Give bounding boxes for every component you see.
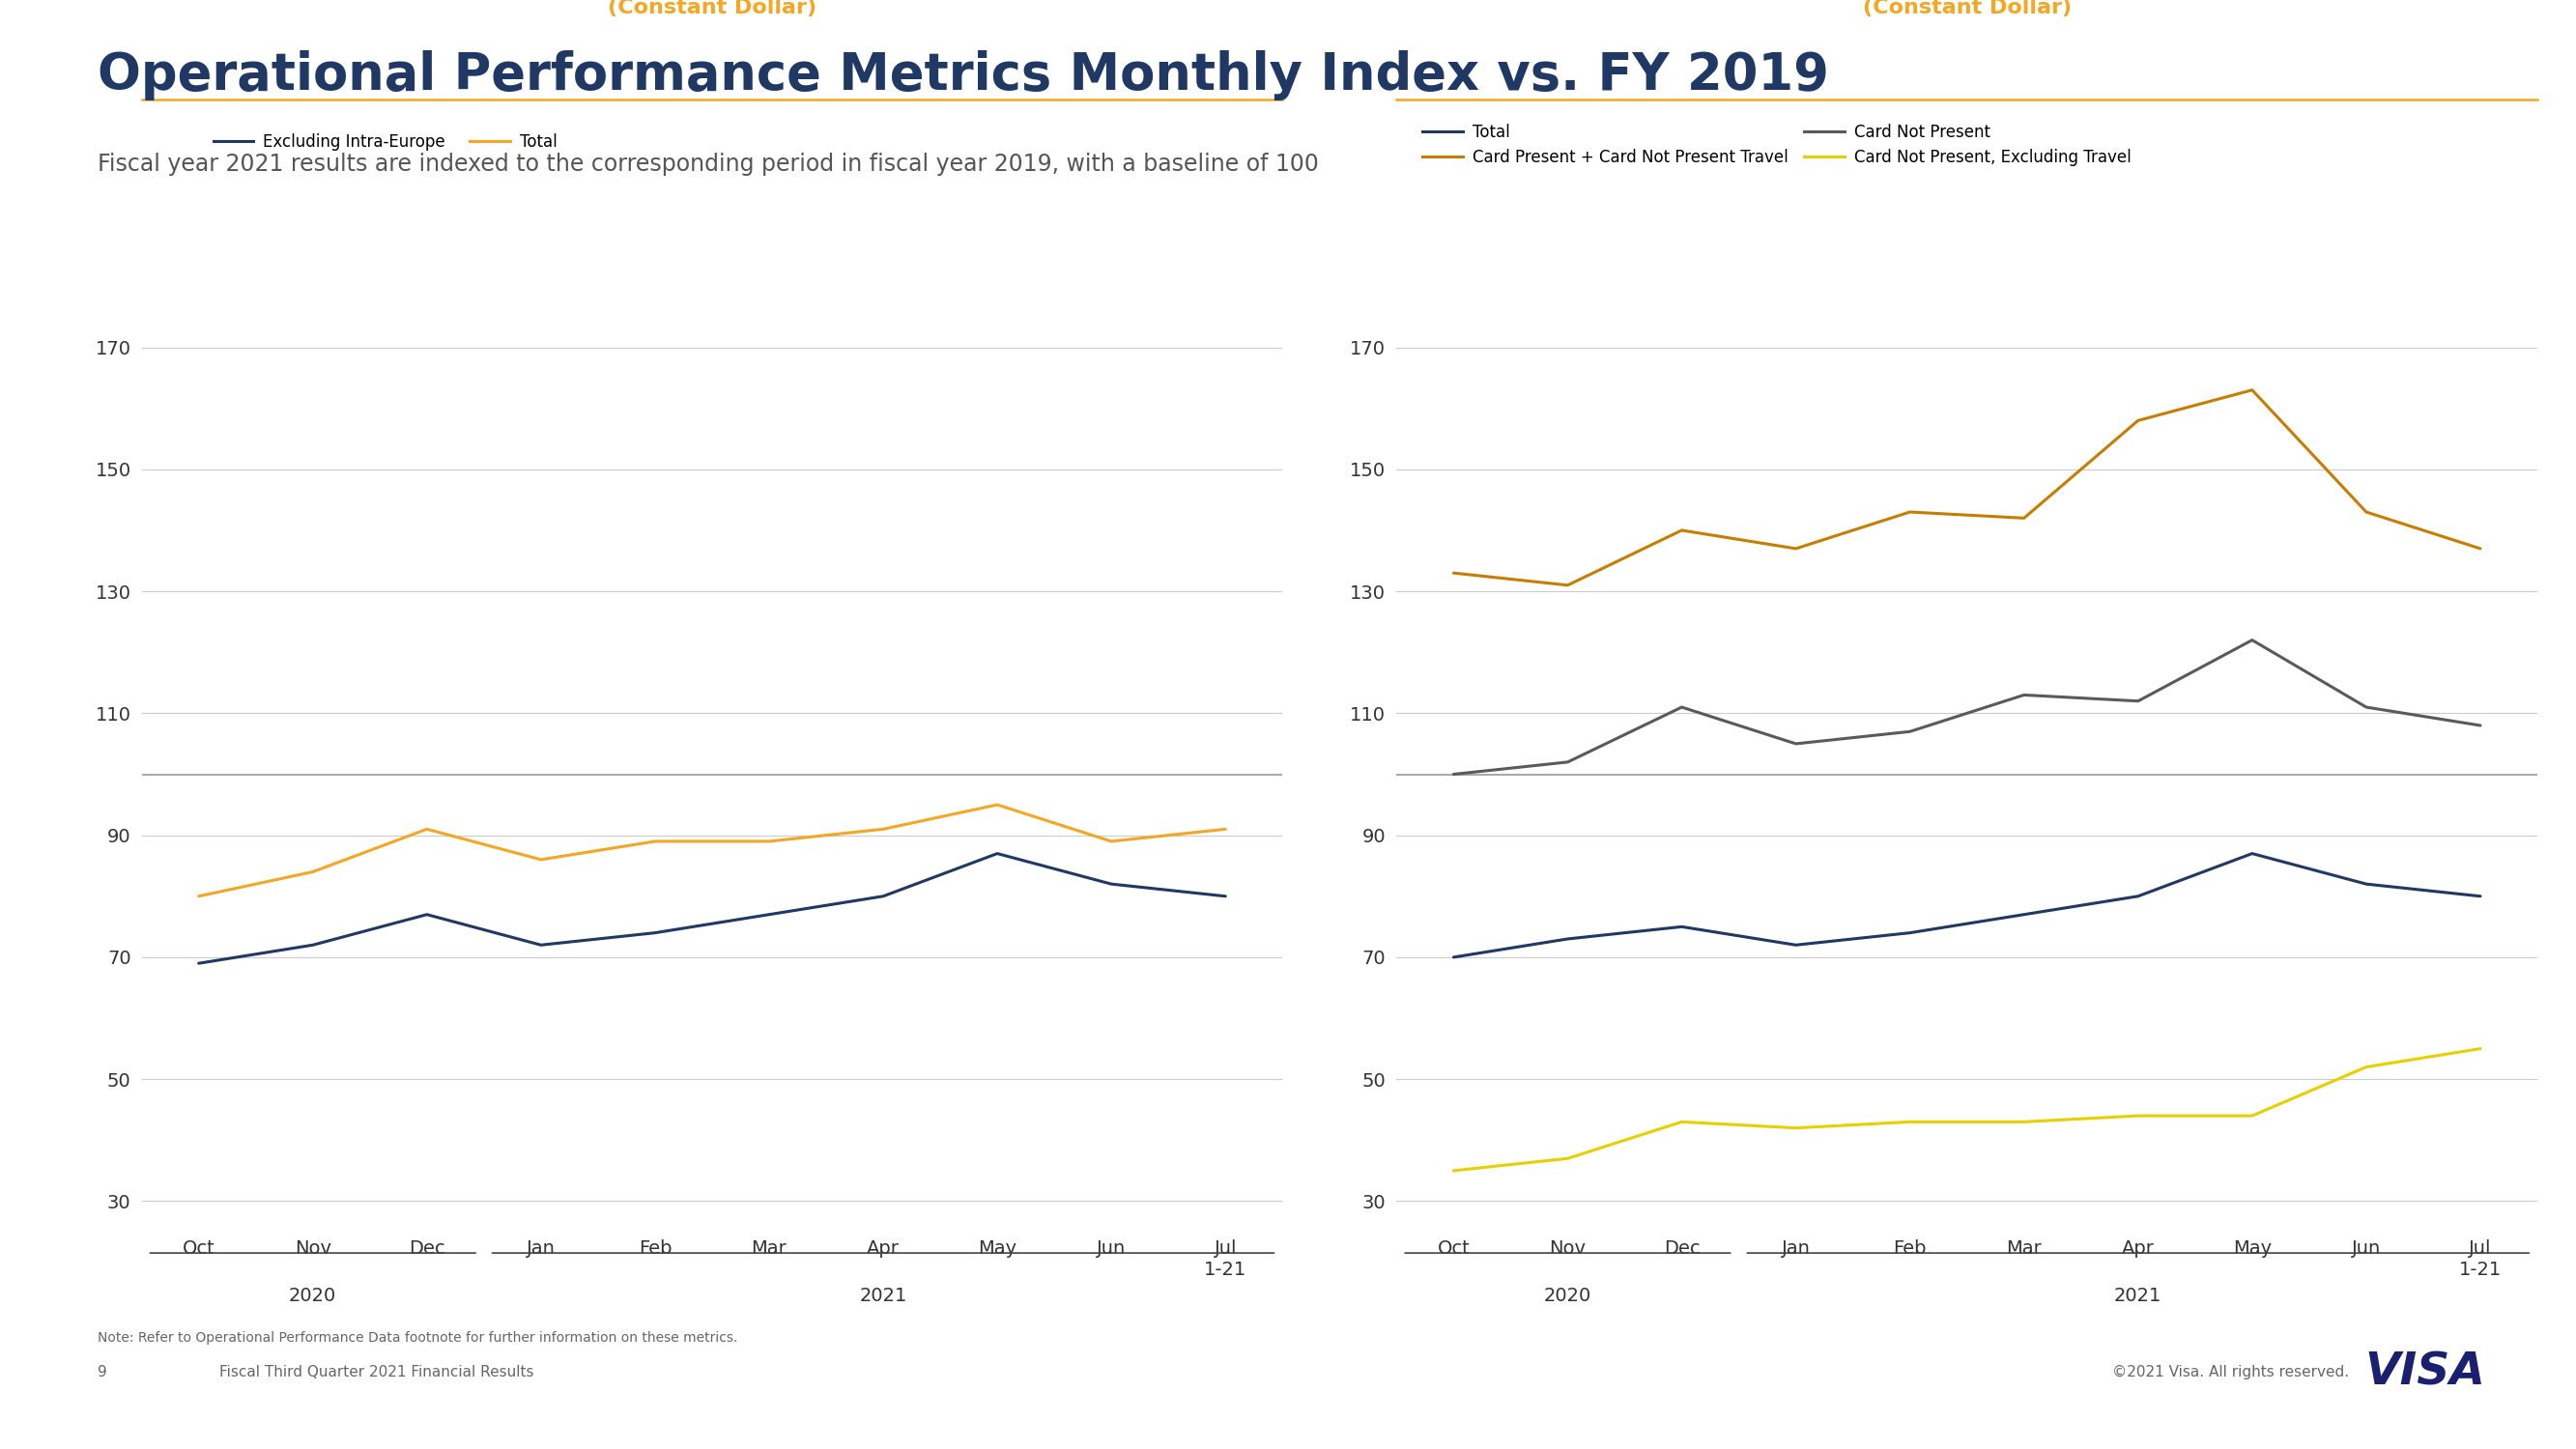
Text: 9: 9 <box>98 1365 108 1379</box>
Text: 2021: 2021 <box>2115 1287 2161 1306</box>
Text: ©2021 Visa. All rights reserved.: ©2021 Visa. All rights reserved. <box>2112 1365 2349 1379</box>
Text: VISA: VISA <box>2365 1350 2486 1394</box>
Legend: Total, Card Present + Card Not Present Travel, Card Not Present, Card Not Presen: Total, Card Present + Card Not Present T… <box>1417 117 2138 172</box>
Text: Operational Performance Metrics Monthly Index vs. FY 2019: Operational Performance Metrics Monthly … <box>98 51 1829 101</box>
Text: 2021: 2021 <box>860 1287 907 1306</box>
Text: Cross-Border Volume Excluding Intra-Europe
(Constant Dollar): Cross-Border Volume Excluding Intra-Euro… <box>1695 0 2239 17</box>
Text: 2020: 2020 <box>289 1287 337 1306</box>
Legend: Excluding Intra-Europe, Total: Excluding Intra-Europe, Total <box>206 126 564 156</box>
Text: Fiscal Third Quarter 2021 Financial Results: Fiscal Third Quarter 2021 Financial Resu… <box>219 1365 533 1379</box>
Text: Fiscal year 2021 results are indexed to the corresponding period in fiscal year : Fiscal year 2021 results are indexed to … <box>98 152 1319 175</box>
Text: Note: Refer to Operational Performance Data footnote for further information on : Note: Refer to Operational Performance D… <box>98 1332 737 1345</box>
Text: Cross-Border Volume
(Constant Dollar): Cross-Border Volume (Constant Dollar) <box>585 0 840 17</box>
Text: 2020: 2020 <box>1543 1287 1592 1306</box>
